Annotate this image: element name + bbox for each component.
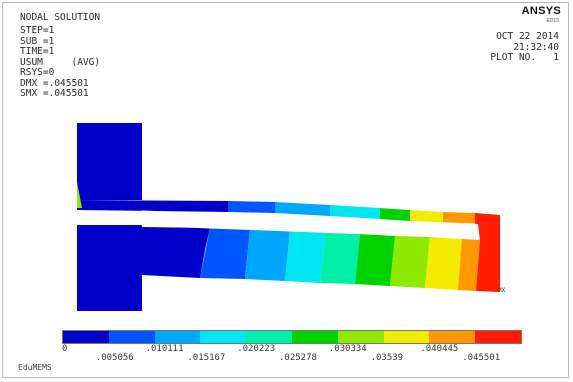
legend-tick-label: .010111 <box>145 344 184 354</box>
color-legend <box>62 330 522 344</box>
legend-tick-label: .025278 <box>279 353 317 363</box>
info-sub: SUB =1 <box>20 35 55 47</box>
legend-tick-label: 0 <box>62 344 68 354</box>
legend-swatch <box>63 331 109 343</box>
legend-swatch <box>246 331 292 343</box>
footer-label: EduMEMS <box>18 363 52 372</box>
lower-beam-band-6 <box>390 236 430 288</box>
info-rsys: RSYS=0 <box>20 67 55 78</box>
solution-info: STEP=1 SUB =1 TIME=1 USUM (AVG) RSYS=0 D… <box>20 25 101 100</box>
lower-arm <box>142 227 210 278</box>
lower-beam-band-2 <box>245 229 290 281</box>
legend-tick-label: .005056 <box>95 353 134 363</box>
upper-beam-band-3 <box>275 202 330 216</box>
info-time: TIME=1 <box>20 46 55 57</box>
info-step: STEP=1 <box>20 25 55 36</box>
legend-swatch <box>154 331 201 343</box>
legend-swatch <box>383 331 430 343</box>
upper-beam-band-6 <box>410 210 443 223</box>
plot-date: OCT 22 2014 <box>496 31 559 42</box>
brand-subtitle: ED15 <box>546 18 559 24</box>
min-marker <box>77 182 82 208</box>
legend-swatch <box>291 331 338 343</box>
brand-logo: ANSYS <box>521 5 561 17</box>
lower-beam-band-8 <box>458 239 480 291</box>
beam-gap <box>141 210 479 239</box>
info-smx: SMX =.045501 <box>20 88 89 99</box>
plot-time: 21:32:40 <box>513 41 559 53</box>
tip-connector <box>475 213 500 292</box>
plot-meta: OCT 22 2014 21:32:40 PLOT NO. 1 <box>490 31 559 64</box>
max-label: MX <box>498 287 506 294</box>
upper-beam-band-2 <box>228 201 275 213</box>
plot-number: PLOT NO. 1 <box>490 52 559 63</box>
legend-swatch <box>475 331 521 343</box>
upper-anchor <box>77 123 142 200</box>
info-dmx: DMX =.045501 <box>20 77 89 89</box>
lower-beam-band-4 <box>320 233 360 284</box>
lower-beam-band-5 <box>355 234 395 286</box>
legend-tick-label: .015167 <box>187 353 226 363</box>
lower-beam-band-1 <box>200 228 250 279</box>
legend-swatch <box>200 331 247 343</box>
plot-title: NODAL SOLUTION <box>20 12 101 23</box>
legend-swatch <box>429 331 476 343</box>
legend-tick-label: .045501 <box>462 353 501 363</box>
legend-tick-label: .040445 <box>420 344 459 354</box>
legend-swatch <box>337 331 384 343</box>
legend-swatch <box>108 331 155 343</box>
lower-anchor <box>77 225 142 311</box>
legend-tick-label: .020223 <box>237 344 276 354</box>
lower-beam-band-3 <box>285 231 325 283</box>
upper-beam-band-4 <box>330 205 380 219</box>
upper-beam-band-1 <box>77 200 228 212</box>
upper-beam-band-7 <box>443 212 475 224</box>
legend-tick-label: .03539 <box>370 353 404 363</box>
legend-tick-label: .030334 <box>328 344 367 354</box>
upper-beam-band-5 <box>380 208 410 221</box>
info-result: USUM (AVG) <box>20 56 101 68</box>
lower-beam-band-7 <box>425 237 462 290</box>
